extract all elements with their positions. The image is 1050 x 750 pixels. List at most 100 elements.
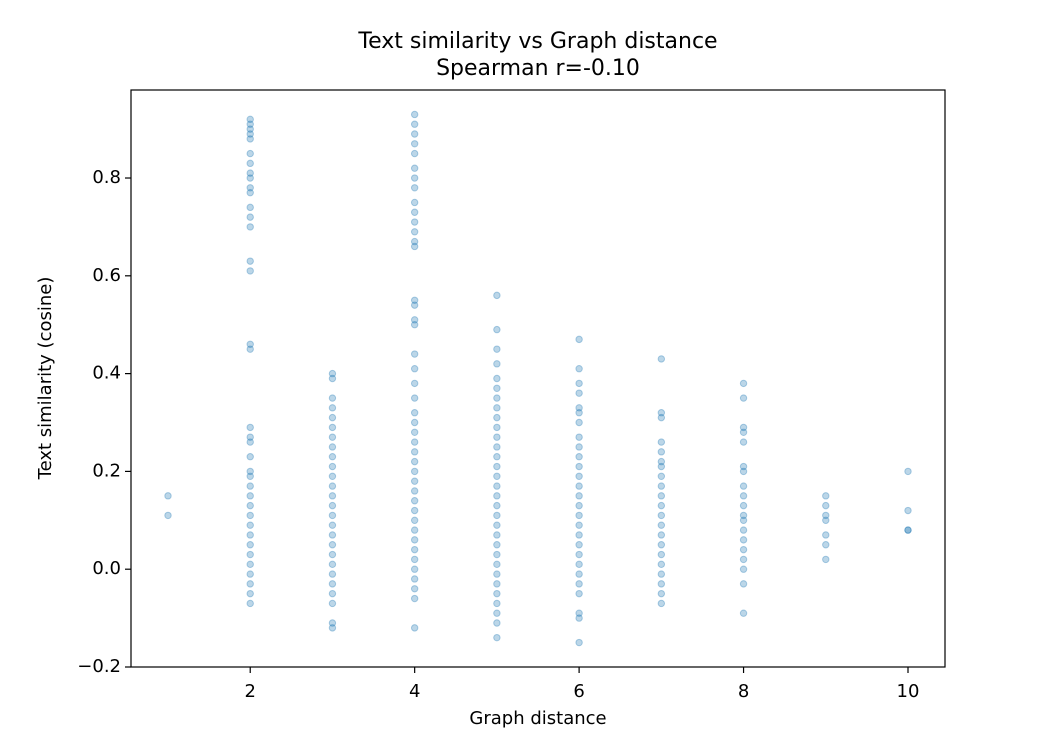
point <box>493 560 501 569</box>
point <box>328 570 337 578</box>
point <box>410 526 419 534</box>
point <box>246 345 254 353</box>
point <box>246 570 254 578</box>
point <box>657 492 666 500</box>
point <box>410 409 419 417</box>
point <box>246 120 254 128</box>
point <box>410 594 419 603</box>
point <box>410 218 419 226</box>
point <box>246 423 254 432</box>
point <box>246 135 254 143</box>
y-axis-label: Text similarity (cosine) <box>35 277 56 481</box>
point <box>657 560 666 569</box>
y-tick-label: −0.2 <box>77 656 121 677</box>
point <box>246 521 254 529</box>
point <box>410 467 419 476</box>
point <box>575 580 583 588</box>
point <box>328 624 337 632</box>
point <box>739 379 748 388</box>
point <box>657 511 666 520</box>
point <box>575 418 583 427</box>
point <box>575 560 583 569</box>
point <box>739 467 748 476</box>
point <box>493 541 501 549</box>
point <box>410 184 419 192</box>
point <box>328 413 337 422</box>
point <box>410 242 419 251</box>
point <box>657 448 666 456</box>
point <box>410 487 419 495</box>
point <box>739 438 748 446</box>
point <box>328 521 337 529</box>
point <box>493 462 501 471</box>
point <box>328 580 337 588</box>
point <box>822 501 830 510</box>
point <box>493 570 501 578</box>
point <box>246 599 254 608</box>
point <box>739 536 748 544</box>
point <box>493 531 501 539</box>
point <box>246 589 254 598</box>
point <box>657 570 666 578</box>
point <box>493 482 501 490</box>
x-tick-label: 10 <box>897 681 920 702</box>
point <box>493 501 501 510</box>
point <box>493 511 501 520</box>
x-tick-label: 2 <box>244 681 255 702</box>
y-tick-label: 0.4 <box>92 363 121 384</box>
point <box>575 389 583 397</box>
point <box>739 501 748 510</box>
point <box>657 521 666 529</box>
point <box>246 159 254 168</box>
point <box>246 340 254 348</box>
point <box>410 237 419 246</box>
point <box>739 428 748 436</box>
point <box>164 492 172 500</box>
point <box>410 555 419 564</box>
point <box>575 609 583 617</box>
point <box>493 423 501 432</box>
point <box>739 394 748 402</box>
point <box>328 550 337 559</box>
point <box>493 291 501 300</box>
point <box>739 545 748 554</box>
point <box>410 365 419 373</box>
point <box>328 541 337 549</box>
point <box>493 619 501 627</box>
point <box>493 521 501 529</box>
point <box>493 589 501 598</box>
point <box>246 433 254 441</box>
point <box>410 438 419 446</box>
point <box>493 345 501 353</box>
point <box>822 516 830 525</box>
point <box>246 467 254 476</box>
point <box>493 384 501 392</box>
point <box>575 501 583 510</box>
point <box>246 550 254 559</box>
point <box>739 565 748 573</box>
point <box>575 521 583 529</box>
point <box>246 115 254 124</box>
point <box>246 184 254 192</box>
point <box>575 443 583 451</box>
point <box>410 198 419 207</box>
point <box>575 589 583 598</box>
point <box>410 321 419 329</box>
point <box>739 482 748 490</box>
point <box>657 462 666 471</box>
point <box>246 188 254 197</box>
point <box>657 531 666 539</box>
point <box>328 560 337 569</box>
point <box>246 472 254 480</box>
point <box>328 443 337 451</box>
point <box>904 526 912 534</box>
point <box>657 355 666 363</box>
point <box>410 379 419 388</box>
point <box>328 599 337 608</box>
point <box>493 472 501 480</box>
point <box>739 423 748 432</box>
point <box>575 511 583 520</box>
point <box>493 599 501 608</box>
point <box>410 575 419 583</box>
point <box>575 409 583 417</box>
